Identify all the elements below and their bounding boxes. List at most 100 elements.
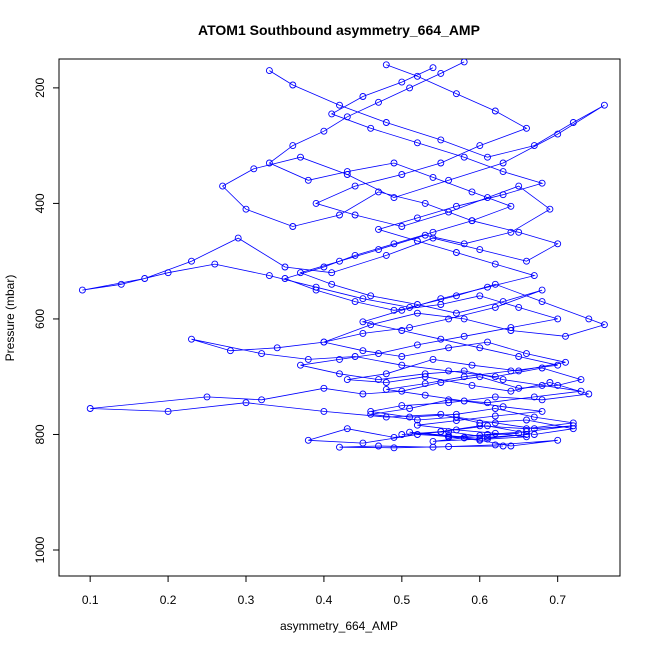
data-point	[406, 428, 414, 436]
data-point	[468, 188, 476, 196]
data-point	[382, 119, 390, 126]
data-point	[507, 442, 515, 450]
data-point	[141, 275, 149, 282]
data-point	[429, 64, 437, 72]
data-point	[476, 436, 484, 444]
y-tick-label: 400	[33, 193, 47, 213]
data-point	[499, 191, 507, 199]
data-point	[289, 81, 297, 89]
data-point	[328, 269, 336, 277]
x-axis-label: asymmetry_664_AMP	[280, 619, 398, 633]
data-point	[289, 142, 297, 150]
x-tick-label: 0.6	[471, 593, 488, 607]
data-point	[413, 237, 421, 245]
data-point	[476, 142, 484, 150]
data-point	[164, 269, 172, 277]
series-line-4	[330, 67, 558, 441]
data-point	[413, 341, 421, 349]
data-point	[445, 433, 453, 441]
data-point	[343, 376, 351, 384]
data-point	[406, 405, 414, 412]
data-point	[523, 350, 530, 358]
data-point	[367, 124, 375, 132]
data-point	[460, 59, 468, 66]
data-point	[507, 202, 515, 210]
data-point	[406, 84, 414, 92]
data-point	[398, 361, 406, 369]
data-point	[242, 399, 250, 407]
data-point	[515, 384, 523, 392]
data-point	[554, 130, 562, 138]
data-point	[336, 370, 343, 378]
data-point	[437, 69, 445, 77]
chart-title: ATOM1 Southbound asymmetry_664_AMP	[198, 22, 480, 38]
data-point	[320, 338, 328, 346]
data-point	[484, 435, 491, 443]
data-point	[390, 240, 398, 248]
data-point	[398, 327, 406, 334]
x-tick-label: 0.2	[160, 593, 177, 607]
y-tick-label: 1000	[33, 536, 47, 563]
data-point	[367, 410, 375, 418]
data-point	[328, 110, 336, 118]
data-point	[445, 367, 453, 375]
data-point	[484, 283, 491, 291]
data-point	[304, 176, 312, 184]
data-point	[421, 199, 429, 207]
data-point	[491, 429, 499, 437]
data-point	[429, 228, 437, 236]
data-point	[460, 315, 468, 323]
data-point	[359, 318, 367, 326]
data-point	[398, 402, 406, 410]
x-tick-label: 0.3	[238, 593, 255, 607]
x-tick-label: 0.5	[393, 593, 410, 607]
data-point	[281, 275, 289, 282]
data-point	[468, 381, 476, 389]
data-point	[304, 436, 312, 444]
series-line-2	[299, 64, 589, 442]
data-point	[343, 425, 351, 433]
data-point	[250, 165, 258, 173]
data-point	[203, 393, 211, 401]
data-point	[421, 380, 429, 388]
data-point	[452, 413, 460, 421]
data-point	[336, 101, 343, 109]
data-point	[398, 223, 406, 230]
data-point	[382, 385, 390, 393]
data-point	[530, 142, 538, 150]
data-point	[273, 344, 281, 352]
data-point	[413, 139, 421, 147]
data-point	[86, 405, 94, 412]
data-point	[515, 303, 523, 311]
data-point	[452, 417, 460, 425]
y-tick-label: 800	[33, 424, 47, 444]
x-tick-label: 0.7	[549, 593, 566, 607]
data-point	[546, 379, 554, 386]
data-point	[375, 350, 382, 358]
y-axis-label: Pressure (mbar)	[3, 275, 17, 362]
data-point	[351, 298, 359, 306]
data-point	[359, 439, 367, 447]
data-point	[445, 396, 453, 404]
data-point	[515, 182, 523, 190]
data-point	[375, 442, 382, 450]
data-point	[312, 199, 320, 207]
data-point	[188, 257, 195, 265]
data-point	[468, 217, 476, 225]
data-point	[336, 443, 343, 451]
data-point	[390, 159, 398, 167]
data-point	[491, 412, 499, 420]
data-point	[538, 286, 546, 294]
data-point	[265, 272, 273, 280]
data-point	[398, 306, 406, 314]
data-point	[398, 171, 406, 178]
data-point	[320, 407, 328, 415]
data-point	[382, 251, 390, 259]
data-point	[382, 370, 390, 378]
data-point	[499, 168, 507, 176]
data-point	[523, 433, 530, 441]
data-point	[484, 153, 491, 161]
data-point	[523, 124, 530, 132]
data-point	[312, 286, 320, 294]
data-point	[554, 240, 562, 248]
